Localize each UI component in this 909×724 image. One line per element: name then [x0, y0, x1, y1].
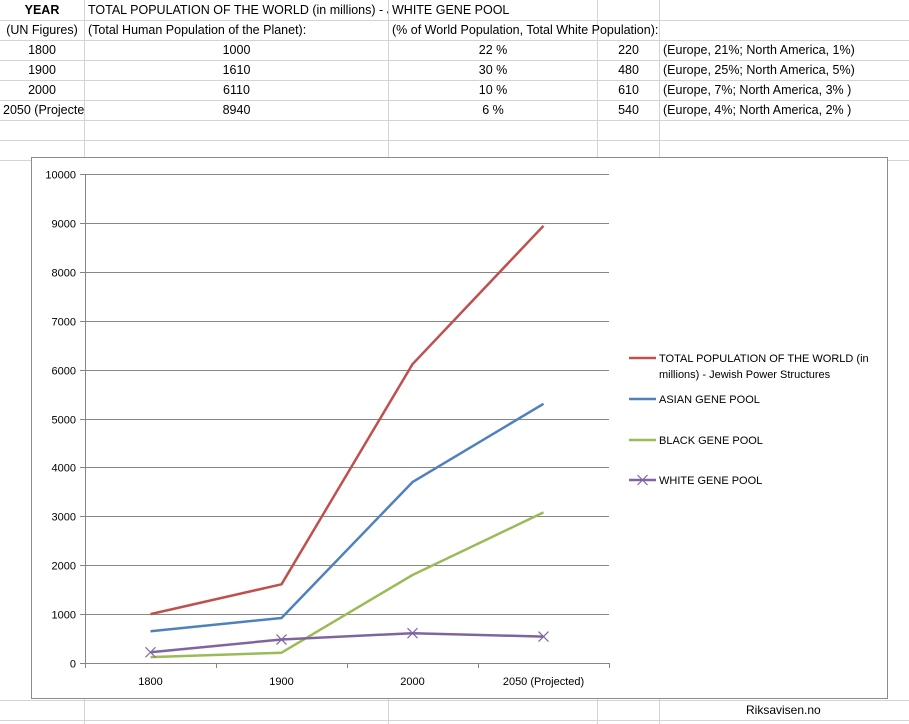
cell-white-note[interactable]: (Europe, 21%; North America, 1%): [663, 43, 855, 57]
y-tick-label: 8000: [52, 268, 76, 280]
y-tick-label: 0: [70, 659, 76, 671]
cell-total[interactable]: 8940: [222, 103, 251, 117]
y-tick-label: 4000: [52, 463, 76, 475]
data-point-marker: [407, 627, 418, 639]
legend-label: BLACK GENE POOL: [659, 435, 763, 447]
data-point-marker: [145, 646, 156, 658]
legend-label: TOTAL POPULATION OF THE WORLD (in: [659, 353, 869, 365]
cell-white-pct[interactable]: 30 %: [478, 63, 508, 77]
cell-white-note[interactable]: (Europe, 4%; North America, 2% ): [663, 103, 852, 117]
cell-year[interactable]: 1900: [28, 63, 56, 77]
cell-white-pct[interactable]: 6 %: [482, 103, 504, 117]
legend-label: millions) - Jewish Power Structures: [659, 369, 831, 381]
y-tick-label: 9000: [52, 219, 76, 231]
y-tick-label: 1000: [52, 610, 76, 622]
cell-white-total[interactable]: 540: [618, 103, 639, 117]
header-white-subtitle[interactable]: (% of World Population, Total White Popu…: [392, 23, 659, 37]
header-un-figures[interactable]: (UN Figures): [6, 23, 78, 37]
y-tick-label: 7000: [52, 317, 76, 329]
y-tick-label: 2000: [52, 561, 76, 573]
y-tick-label: 6000: [52, 366, 76, 378]
header-total-subtitle[interactable]: (Total Human Population of the Planet):: [88, 23, 307, 37]
chart-canvas: 0 1000 2000 3000 4000 5000 6000 7000 8000 9000 100…: [45, 170, 869, 689]
y-tick-label: 3000: [52, 512, 76, 524]
cell-year[interactable]: 2050 (Projected): [3, 103, 84, 117]
cell-total[interactable]: 6110: [223, 83, 250, 97]
legend-label: WHITE GENE POOL: [659, 475, 762, 487]
x-tick-label: 2000: [400, 676, 424, 688]
watermark-label: Riksavisen.no: [746, 703, 821, 717]
cell-total[interactable]: 1610: [222, 63, 251, 77]
series-line: [150, 224, 545, 616]
header-white-gene-pool[interactable]: WHITE GENE POOL: [392, 3, 510, 17]
header-total-population[interactable]: TOTAL POPULATION OF THE WORLD (in millio…: [88, 3, 388, 17]
series-line: [150, 631, 544, 654]
y-tick-label: 10000: [45, 170, 76, 182]
cell-white-total[interactable]: 220: [618, 43, 639, 57]
cell-white-note[interactable]: (Europe, 25%; North America, 5%): [663, 63, 855, 77]
cell-year[interactable]: 2000: [28, 83, 56, 97]
series-line: [150, 402, 545, 633]
cell-year[interactable]: 1800: [28, 43, 56, 57]
y-tick-label: 5000: [52, 415, 76, 427]
cell-white-total[interactable]: 610: [618, 83, 639, 97]
header-year[interactable]: YEAR: [24, 3, 60, 17]
x-tick-label: 2050 (Projected): [503, 676, 584, 688]
line-chart[interactable]: 0 1000 2000 3000 4000 5000 6000 7000 8000 9000 100…: [31, 157, 888, 699]
series-line: [150, 511, 545, 659]
cell-total[interactable]: 1000: [222, 43, 251, 57]
x-tick-label: 1900: [269, 676, 293, 688]
cell-white-pct[interactable]: 22 %: [478, 43, 508, 57]
cell-white-note[interactable]: (Europe, 7%; North America, 3% ): [663, 83, 852, 97]
x-tick-label: 1800: [138, 676, 162, 688]
cell-white-total[interactable]: 480: [618, 63, 639, 77]
legend-label: ASIAN GENE POOL: [659, 394, 760, 406]
data-point-marker: [276, 634, 287, 645]
legend-marker: [637, 474, 648, 486]
data-point-marker: [538, 631, 549, 643]
cell-white-pct[interactable]: 10 %: [478, 83, 508, 97]
